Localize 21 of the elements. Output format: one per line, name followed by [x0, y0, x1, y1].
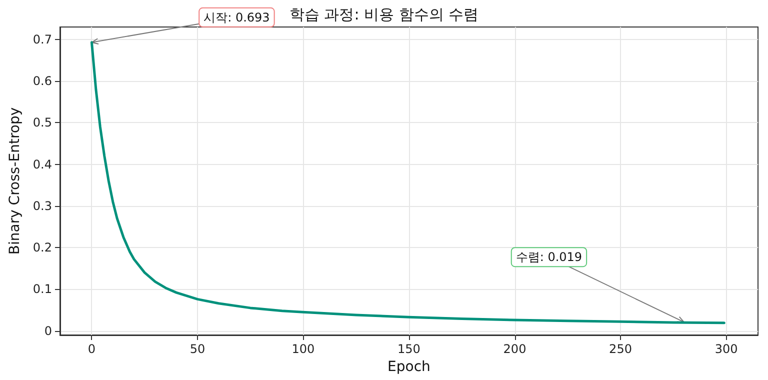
- annotation: 수렴: 0.019: [516, 250, 582, 264]
- x-tick-label: 250: [609, 342, 632, 356]
- y-tick-label: 0.3: [32, 198, 52, 213]
- y-tick-label: 0.6: [32, 74, 52, 88]
- y-tick-label: 0.5: [32, 116, 52, 130]
- x-tick-label: 100: [292, 342, 315, 356]
- x-tick-label: 0: [88, 342, 96, 356]
- x-tick-label: 200: [503, 342, 526, 356]
- y-tick-label: 0.2: [32, 240, 52, 255]
- annotation: 시작: 0.693: [204, 10, 270, 24]
- x-tick-label: 300: [714, 342, 738, 356]
- y-tick-label: 0.7: [32, 32, 52, 46]
- x-tick-label: 50: [190, 342, 206, 356]
- y-tick-label: 0.1: [32, 282, 52, 296]
- line-series: [90, 41, 726, 324]
- x-tick-label: 150: [398, 342, 420, 356]
- chart-title: 학습 과정: 비용 함수의 수렴: [289, 6, 479, 24]
- x-axis-title: Epoch: [388, 359, 430, 375]
- y-tick-label: 0.4: [32, 157, 52, 172]
- y-axis-title: Binary Cross-Entropy: [7, 107, 23, 255]
- y-tick-label: 0: [44, 324, 52, 338]
